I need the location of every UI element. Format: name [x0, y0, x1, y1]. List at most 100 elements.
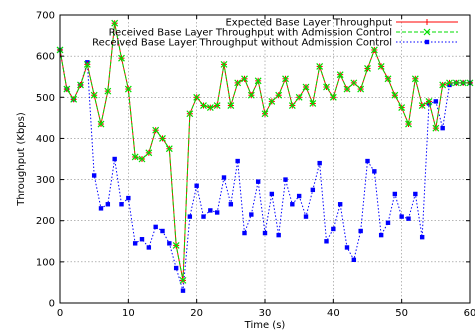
data-point: [282, 75, 289, 83]
data-point: [228, 202, 234, 207]
y-tick-label: 0: [49, 299, 55, 310]
data-point: [131, 153, 139, 161]
data-point: [459, 79, 467, 87]
data-point: [331, 226, 336, 232]
data-point: [112, 156, 117, 162]
data-point: [262, 230, 268, 236]
data-point: [249, 212, 254, 217]
data-point: [194, 183, 199, 188]
data-point: [160, 228, 165, 234]
series-1: [56, 19, 474, 284]
data-point: [118, 54, 125, 62]
data-point: [132, 241, 138, 246]
data-point: [324, 239, 329, 244]
data-point: [124, 85, 132, 93]
data-point: [227, 102, 235, 109]
data-point: [126, 195, 131, 201]
data-point: [329, 93, 337, 101]
data-point: [234, 79, 242, 87]
legend-label-0: Expected Base Layer Throughput: [225, 18, 392, 29]
y-tick-label: 100: [36, 257, 55, 268]
data-point: [98, 206, 104, 211]
data-point: [351, 257, 357, 262]
x-tick-label: 50: [395, 308, 408, 319]
data-point: [179, 276, 187, 284]
data-point: [419, 234, 425, 240]
data-point: [336, 71, 344, 79]
y-tick-label: 400: [36, 134, 55, 145]
data-point: [276, 232, 281, 238]
y-tick-label: 600: [36, 52, 55, 63]
data-point: [139, 237, 145, 242]
data-point: [97, 120, 105, 128]
data-point: [167, 241, 172, 246]
data-point: [413, 191, 418, 197]
data-point: [213, 102, 221, 109]
data-point: [385, 220, 391, 225]
data-point: [255, 179, 261, 184]
data-point: [172, 241, 180, 249]
y-tick-label: 700: [36, 11, 55, 22]
data-point: [241, 75, 248, 83]
legend-marker-1: [423, 28, 431, 36]
data-point: [254, 77, 262, 85]
data-point: [317, 160, 322, 166]
data-point: [411, 75, 419, 83]
x-tick-label: 30: [259, 308, 272, 319]
grid-lines: [60, 15, 470, 303]
data-point: [391, 91, 399, 99]
data-point: [399, 214, 404, 219]
data-point: [316, 63, 324, 70]
data-point: [180, 288, 186, 293]
data-point: [372, 169, 377, 174]
data-point: [214, 210, 220, 215]
data-point: [173, 265, 179, 271]
data-point: [206, 104, 214, 111]
data-point: [384, 75, 392, 83]
legend-label-2: Received Base Layer Throughput without A…: [92, 38, 392, 49]
data-point: [70, 95, 78, 103]
data-point: [247, 91, 255, 99]
x-tick-label: 40: [327, 308, 340, 319]
data-point: [145, 149, 153, 157]
data-point: [290, 202, 295, 207]
data-point: [295, 93, 303, 101]
data-point: [269, 191, 275, 197]
data-point: [146, 245, 152, 250]
data-point: [303, 214, 309, 219]
legend-marker-0: [424, 19, 430, 25]
data-point: [201, 214, 206, 219]
data-point: [63, 85, 71, 93]
data-point: [323, 83, 330, 91]
x-tick-label: 20: [190, 308, 203, 319]
data-point: [200, 102, 207, 109]
data-point: [405, 120, 412, 128]
data-point: [242, 230, 247, 236]
y-tick-label: 300: [36, 175, 55, 186]
data-point: [452, 79, 460, 87]
y-tick-label: 500: [36, 93, 55, 104]
legend: Expected Base Layer Throughput Received B…: [92, 18, 458, 49]
data-point: [350, 79, 358, 87]
data-point: [187, 214, 193, 219]
data-point: [152, 126, 160, 134]
data-point: [378, 232, 384, 238]
y-axis-label: Throughput (Kbps): [16, 112, 27, 207]
data-point: [398, 104, 406, 111]
data-point: [159, 135, 166, 142]
data-point: [268, 97, 276, 105]
data-point: [377, 63, 385, 70]
data-point: [439, 81, 447, 89]
data-point: [425, 97, 433, 105]
data-point: [296, 193, 302, 199]
data-point: [358, 228, 363, 234]
data-point: [302, 83, 310, 91]
data-point: [275, 91, 283, 99]
data-point: [235, 158, 240, 164]
data-point: [343, 85, 351, 93]
x-tick-label: 0: [57, 308, 63, 319]
data-point: [440, 125, 445, 131]
data-point: [418, 102, 426, 109]
